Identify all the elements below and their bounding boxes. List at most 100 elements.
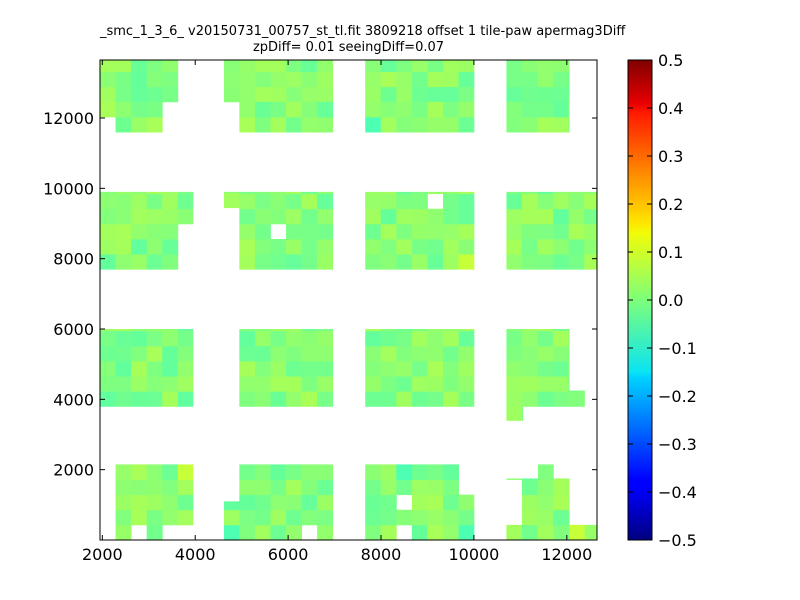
heatmap-cell bbox=[100, 361, 116, 377]
heatmap-cell bbox=[146, 101, 163, 118]
heatmap-cell bbox=[396, 60, 413, 72]
heatmap-cell bbox=[162, 60, 179, 72]
heatmap-cell bbox=[317, 329, 334, 332]
heatmap-cells bbox=[100, 60, 597, 540]
heatmap-cell bbox=[162, 509, 179, 526]
heatmap-cell bbox=[115, 509, 132, 526]
heatmap-cell bbox=[553, 479, 570, 496]
heatmap-cell bbox=[458, 191, 475, 195]
heatmap-cell bbox=[427, 223, 444, 240]
heatmap-cell bbox=[411, 223, 428, 240]
heatmap-cell bbox=[131, 223, 148, 240]
heatmap-cell bbox=[115, 330, 132, 347]
heatmap-cell bbox=[506, 524, 523, 540]
heatmap-cell bbox=[317, 208, 334, 225]
heatmap-cell bbox=[411, 238, 428, 255]
heatmap-cell bbox=[521, 71, 538, 88]
heatmap-cell bbox=[427, 345, 444, 362]
heatmap-cell bbox=[443, 464, 459, 480]
heatmap-cell bbox=[115, 464, 132, 480]
heatmap-cell bbox=[521, 361, 538, 377]
heatmap-cell bbox=[458, 223, 475, 240]
heatmap-cell bbox=[286, 479, 302, 496]
heatmap-cell bbox=[162, 330, 179, 347]
heatmap-cell bbox=[131, 60, 148, 72]
heatmap-cell bbox=[380, 223, 397, 240]
heatmap-cell bbox=[286, 494, 302, 511]
heatmap-cell bbox=[317, 464, 334, 480]
heatmap-cell bbox=[301, 509, 318, 526]
heatmap-cell bbox=[365, 193, 382, 210]
heatmap-cell bbox=[443, 330, 459, 347]
heatmap-cell bbox=[506, 71, 523, 88]
heatmap-cell bbox=[270, 391, 287, 407]
heatmap-cell bbox=[115, 208, 132, 225]
heatmap-cell bbox=[427, 191, 444, 195]
heatmap-cell bbox=[239, 329, 256, 332]
chart-title: _smc_1_3_6_ v20150731_00757_st_tl.fit 38… bbox=[100, 24, 626, 39]
heatmap-cell bbox=[239, 193, 256, 210]
heatmap-cell bbox=[286, 329, 302, 332]
colorbar-tick-label: −0.3 bbox=[658, 435, 697, 454]
heatmap-cell bbox=[537, 116, 554, 133]
heatmap-cell bbox=[317, 86, 334, 103]
heatmap-cell bbox=[286, 71, 303, 88]
heatmap-cell bbox=[162, 86, 179, 103]
x-axis: 2000 4000 6000 8000 10000 12000 bbox=[82, 60, 592, 564]
heatmap-cell bbox=[286, 524, 302, 540]
heatmap-cell bbox=[396, 208, 413, 225]
heatmap-cell bbox=[317, 479, 334, 496]
heatmap-cell bbox=[286, 86, 303, 103]
heatmap-cell bbox=[146, 86, 163, 103]
heatmap-cell bbox=[553, 345, 570, 362]
heatmap-cell bbox=[131, 464, 148, 480]
heatmap-cell bbox=[270, 376, 287, 392]
heatmap-cell bbox=[115, 254, 132, 270]
heatmap-cell bbox=[458, 391, 475, 407]
heatmap-cell bbox=[115, 238, 132, 255]
heatmap-cell bbox=[131, 191, 148, 195]
heatmap-cell bbox=[568, 494, 570, 511]
heatmap-cell bbox=[396, 329, 413, 332]
heatmap-cell bbox=[380, 330, 397, 347]
heatmap-cell bbox=[239, 254, 256, 270]
heatmap-cell bbox=[443, 376, 459, 392]
heatmap-cell bbox=[365, 71, 382, 88]
heatmap-cell bbox=[100, 345, 116, 362]
heatmap-cell bbox=[301, 391, 318, 407]
heatmap-cell bbox=[443, 71, 459, 88]
heatmap-cell bbox=[317, 345, 334, 362]
heatmap-cell bbox=[443, 223, 459, 240]
heatmap-cell bbox=[115, 60, 132, 72]
heatmap-cell bbox=[177, 464, 194, 480]
heatmap-cell bbox=[365, 361, 382, 377]
heatmap-cell bbox=[458, 494, 475, 511]
heatmap-cell bbox=[131, 116, 148, 133]
heatmap-cell bbox=[427, 254, 444, 270]
heatmap-cell bbox=[224, 86, 240, 103]
heatmap-cell bbox=[365, 391, 382, 407]
heatmap-cell bbox=[521, 208, 538, 225]
heatmap-cell bbox=[521, 86, 538, 103]
heatmap-cell bbox=[301, 479, 318, 496]
colorbar-ticks: 0.5 0.4 0.3 0.2 0.1 0.0 −0.1 −0.2 −0.3 −0.4 −0.5 bbox=[628, 51, 697, 550]
heatmap-cell bbox=[553, 101, 570, 118]
heatmap-cell bbox=[365, 479, 382, 496]
heatmap-cell bbox=[411, 86, 428, 103]
heatmap-cell bbox=[443, 208, 459, 225]
heatmap-cell bbox=[317, 330, 334, 347]
heatmap-cell bbox=[521, 524, 538, 540]
heatmap-cell bbox=[286, 345, 302, 362]
heatmap-cell bbox=[568, 361, 570, 377]
heatmap-cell bbox=[239, 191, 256, 195]
heatmap-cell bbox=[380, 116, 397, 133]
heatmap-cell bbox=[427, 71, 444, 88]
heatmap-cell bbox=[506, 60, 523, 72]
heatmap-cell bbox=[443, 238, 459, 255]
heatmap-cell bbox=[521, 191, 538, 195]
heatmap-cell bbox=[254, 208, 271, 225]
heatmap-cell bbox=[146, 345, 163, 362]
heatmap-cell bbox=[365, 509, 382, 526]
heatmap-cell bbox=[458, 86, 475, 103]
heatmap-cell bbox=[443, 86, 459, 103]
